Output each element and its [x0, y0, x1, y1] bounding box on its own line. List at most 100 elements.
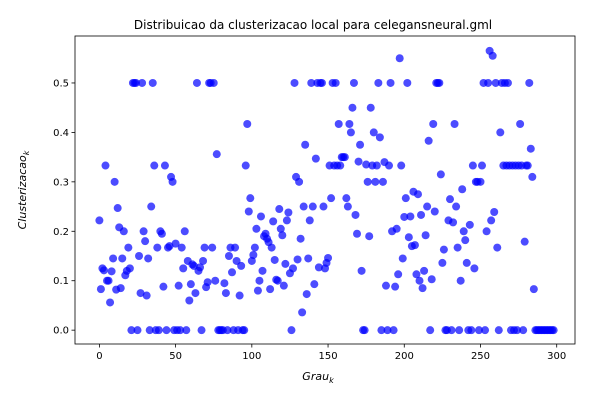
data-point — [176, 326, 185, 335]
data-point — [177, 243, 186, 252]
data-point — [459, 227, 468, 236]
data-point — [400, 212, 409, 221]
data-point — [356, 140, 365, 149]
data-point — [421, 231, 430, 240]
x-tick-label: 0 — [96, 351, 102, 362]
data-point — [269, 217, 278, 226]
data-point — [429, 120, 438, 128]
data-point — [191, 289, 200, 298]
y-tick-label: 0.2 — [53, 227, 69, 238]
data-point — [456, 276, 465, 285]
data-point — [406, 212, 415, 221]
data-point — [131, 78, 140, 87]
data-point — [141, 237, 150, 246]
data-point — [467, 326, 476, 335]
data-point — [415, 276, 424, 285]
data-point — [496, 128, 505, 137]
data-point — [482, 227, 491, 236]
data-point — [186, 280, 195, 289]
data-point — [157, 229, 166, 238]
data-point — [438, 258, 447, 267]
data-point — [138, 78, 147, 87]
data-point — [284, 208, 293, 217]
data-point — [465, 220, 474, 229]
data-point — [266, 285, 275, 294]
y-tick-label: 0.0 — [53, 326, 69, 337]
data-point — [304, 254, 313, 263]
data-point — [324, 253, 333, 262]
data-point — [478, 161, 487, 170]
data-point — [240, 326, 249, 335]
data-point — [119, 227, 128, 236]
data-point — [398, 254, 407, 263]
data-point — [354, 157, 363, 166]
data-point — [427, 275, 436, 284]
data-point — [349, 78, 358, 87]
data-point — [113, 204, 122, 213]
x-tick-label: 150 — [319, 351, 338, 362]
data-point — [154, 326, 163, 335]
data-point — [378, 177, 387, 186]
data-point — [439, 245, 448, 254]
data-point — [423, 202, 432, 211]
chart-title: Distribuicao da clusterizacao local para… — [134, 18, 492, 32]
data-point — [287, 326, 296, 335]
data-point — [450, 120, 459, 128]
data-point — [133, 326, 142, 335]
data-point — [392, 224, 401, 233]
data-point — [125, 264, 134, 273]
data-point — [310, 280, 319, 289]
data-point — [365, 232, 374, 241]
data-point — [493, 243, 502, 252]
data-point — [107, 267, 116, 276]
data-point — [435, 78, 444, 87]
y-tick-label: 0.5 — [53, 78, 69, 89]
data-point — [224, 252, 233, 260]
data-point — [162, 326, 171, 335]
data-point — [246, 194, 255, 203]
data-point — [255, 276, 264, 285]
data-point — [171, 239, 180, 248]
data-point — [317, 78, 326, 87]
data-point — [395, 54, 404, 63]
data-point — [273, 276, 282, 285]
data-point — [159, 282, 168, 291]
data-point — [366, 103, 375, 112]
data-point — [203, 278, 212, 287]
data-point — [150, 161, 159, 170]
data-point — [413, 190, 422, 199]
data-point — [179, 264, 188, 273]
data-point — [288, 264, 297, 273]
data-point — [99, 266, 108, 275]
data-point — [340, 153, 349, 162]
data-point — [453, 243, 462, 252]
x-tick-label: 50 — [169, 351, 182, 362]
data-point — [487, 216, 496, 225]
data-point — [470, 264, 479, 273]
data-point — [403, 78, 412, 87]
data-point — [327, 194, 336, 203]
data-point — [372, 161, 381, 170]
data-point — [270, 255, 279, 264]
data-point — [420, 266, 429, 275]
data-point — [319, 202, 328, 211]
data-point — [136, 289, 145, 298]
y-tick-label: 0.1 — [53, 276, 69, 287]
data-point — [196, 263, 204, 272]
data-point — [145, 326, 154, 335]
data-point — [353, 229, 362, 238]
data-point — [127, 326, 136, 335]
data-point — [481, 326, 490, 335]
data-point — [165, 242, 174, 251]
data-point — [520, 237, 529, 246]
data-point — [331, 78, 340, 87]
data-point — [385, 161, 394, 170]
data-point — [374, 78, 383, 87]
data-point — [208, 243, 217, 252]
data-point — [295, 177, 304, 186]
data-point — [298, 308, 307, 317]
data-point — [106, 298, 115, 307]
data-point — [462, 258, 471, 267]
data-point — [231, 243, 240, 252]
